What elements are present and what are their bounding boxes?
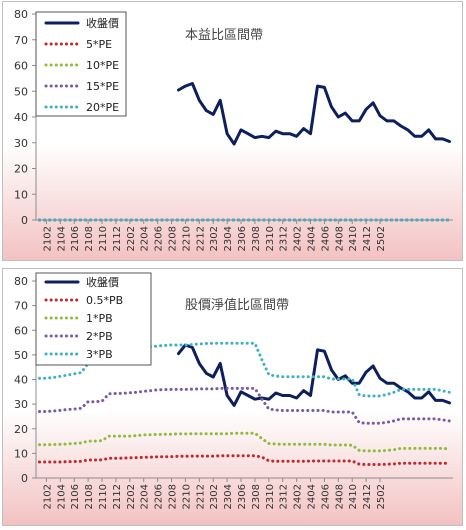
x-tick-label: 2210 (181, 226, 192, 251)
x-tick-label: 2202 (126, 484, 137, 509)
x-tick-label: 2302 (209, 226, 220, 251)
legend-label: 收盤價 (86, 16, 119, 30)
x-tick-label: 2310 (265, 484, 276, 509)
x-tick-label: 2104 (56, 226, 67, 251)
x-tick-label: 2312 (279, 484, 290, 509)
y-tick-label: 80 (14, 275, 28, 288)
x-tick-label: 2206 (154, 226, 165, 251)
x-tick-label: 2204 (140, 484, 151, 509)
legend-label: 10*PE (86, 59, 119, 72)
legend-label: 收盤價 (86, 275, 119, 289)
y-tick-label: 0 (21, 472, 28, 485)
x-tick-label: 2502 (376, 226, 387, 251)
x-tick-label: 2106 (70, 226, 81, 251)
y-tick-label: 50 (14, 85, 28, 98)
x-tick-label: 2408 (334, 226, 345, 251)
x-tick-label: 2412 (362, 484, 373, 509)
y-tick-label: 50 (14, 349, 28, 362)
legend-label: 5*PE (86, 38, 112, 51)
x-tick-label: 2110 (98, 484, 109, 509)
x-tick-label: 2308 (251, 484, 262, 509)
x-tick-label: 2308 (251, 226, 262, 251)
x-tick-label: 2102 (42, 226, 53, 251)
y-tick-label: 10 (14, 447, 28, 460)
x-tick-label: 2406 (320, 484, 331, 509)
y-tick-label: 40 (14, 374, 28, 387)
y-tick-label: 70 (14, 300, 28, 313)
x-tick-label: 2112 (112, 484, 123, 509)
y-tick-label: 20 (14, 423, 28, 436)
legend-label: 20*PE (86, 101, 119, 114)
y-tick-label: 60 (14, 324, 28, 337)
legend-label: 2*PB (86, 330, 113, 343)
pe-band-chart: 0 10 20 30 40 50 60 70 80 2102 2104 2106 2108 2110 211… (3, 2, 462, 260)
chart-title: 股價淨值比區間帶 (185, 297, 289, 313)
legend-label: 3*PB (86, 348, 113, 361)
x-tick-label: 2204 (140, 226, 151, 251)
series-line-0.5*PB (38, 454, 451, 466)
x-tick-label: 2210 (181, 484, 192, 509)
x-tick-label: 2202 (126, 226, 137, 251)
pe-band-chart-panel: 0 10 20 30 40 50 60 70 80 2102 2104 2106 2108 2110 211… (2, 1, 463, 261)
x-tick-label: 2102 (42, 484, 53, 509)
x-tick-label: 2312 (279, 226, 290, 251)
y-tick-label: 30 (14, 398, 28, 411)
x-tick-label: 2110 (98, 226, 109, 251)
x-tick-label: 2406 (320, 226, 331, 251)
series-line-收盤價 (177, 82, 451, 146)
x-tick-label: 2412 (362, 226, 373, 251)
x-tick-label: 2402 (293, 484, 304, 509)
legend-label: 1*PB (86, 312, 113, 325)
x-tick-label: 2304 (223, 226, 234, 251)
x-tick-label: 2304 (223, 484, 234, 509)
x-tick-label: 2104 (56, 484, 67, 509)
x-tick-label: 2206 (154, 484, 165, 509)
pb-band-chart: 0 10 20 30 40 50 60 70 80 2102 2104 2106 2108 2110 211… (3, 269, 462, 525)
y-tick-label: 60 (14, 60, 28, 73)
y-tick-label: 10 (14, 188, 28, 201)
chart-title: 本益比區間帶 (185, 28, 263, 43)
x-tick-label: 2410 (348, 226, 359, 251)
x-tick-label: 2310 (265, 226, 276, 251)
x-tick-label: 2108 (84, 484, 95, 509)
x-tick-label: 2208 (168, 484, 179, 509)
y-tick-label: 30 (14, 137, 28, 150)
y-tick-label: 70 (14, 34, 28, 47)
y-tick-label: 80 (14, 8, 28, 21)
x-tick-label: 2410 (348, 484, 359, 509)
y-tick-label: 0 (21, 214, 28, 227)
x-tick-label: 2112 (112, 226, 123, 251)
x-tick-label: 2208 (168, 226, 179, 251)
x-tick-label: 2212 (195, 484, 206, 509)
x-tick-label: 2306 (237, 484, 248, 509)
x-tick-label: 2212 (195, 226, 206, 251)
x-tick-label: 2306 (237, 226, 248, 251)
y-tick-label: 40 (14, 111, 28, 124)
x-tick-label: 2404 (307, 484, 318, 509)
x-tick-label: 2106 (70, 484, 81, 509)
y-tick-label: 20 (14, 163, 28, 176)
legend-label: 0.5*PB (86, 294, 123, 307)
x-tick-label: 2402 (293, 226, 304, 251)
legend-label: 15*PE (86, 80, 119, 93)
x-tick-label: 2502 (376, 484, 387, 509)
pb-band-chart-panel: 0 10 20 30 40 50 60 70 80 2102 2104 2106 2108 2110 211… (2, 268, 463, 526)
x-tick-label: 2302 (209, 484, 220, 509)
x-tick-label: 2404 (307, 226, 318, 251)
x-tick-label: 2408 (334, 484, 345, 509)
x-tick-label: 2108 (84, 226, 95, 251)
